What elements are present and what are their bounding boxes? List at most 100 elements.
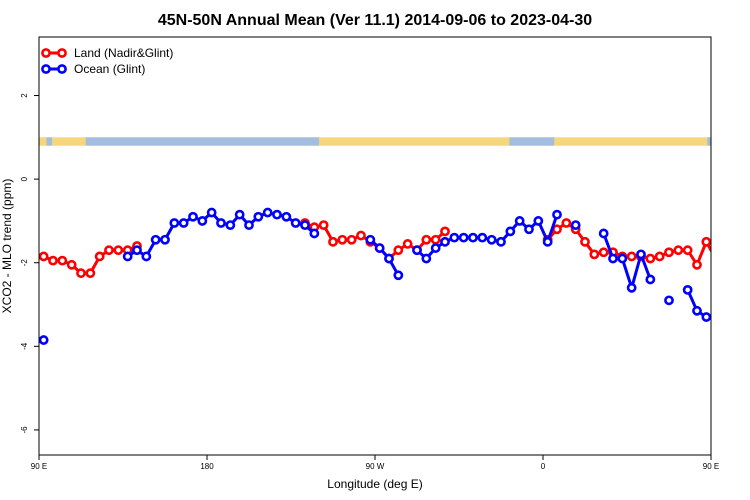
data-point: [440, 226, 450, 237]
legend: Land (Nadir&Glint) Ocean (Glint): [41, 46, 173, 76]
x-axis-label: Longitude (deg E): [327, 477, 422, 491]
data-point: [225, 220, 236, 230]
data-point: [514, 216, 525, 226]
data-point: [533, 216, 544, 226]
data-point: [673, 245, 684, 256]
data-point: [66, 259, 77, 270]
data-point: [430, 234, 441, 245]
data-point: [580, 236, 590, 247]
data-point: [710, 257, 711, 261]
x-tick-label: 0: [541, 462, 546, 471]
data-point: [617, 253, 628, 264]
data-point: [272, 209, 282, 220]
data-point: [682, 284, 693, 295]
y-tick-label: -4: [20, 342, 29, 350]
strip-ocean: [707, 137, 711, 146]
strip-ocean: [509, 137, 555, 146]
data-point: [552, 209, 562, 220]
legend-item-ocean: Ocean (Glint): [41, 62, 145, 76]
data-point: [645, 274, 656, 285]
data-point: [300, 220, 310, 230]
data-point: [216, 218, 226, 228]
data-point: [104, 245, 114, 256]
data-point: [412, 245, 422, 256]
data-point: [39, 251, 49, 262]
data-point: [365, 234, 376, 245]
data-point: [731, 257, 738, 264]
data-point: [664, 295, 674, 306]
data-point: [570, 220, 581, 230]
legend-item-land: Land (Nadir&Glint): [41, 46, 173, 60]
chart-title: 45N-50N Annual Mean (Ver 11.1) 2014-09-0…: [158, 12, 592, 29]
x-tick-label: 180: [200, 462, 214, 471]
data-point: [122, 251, 133, 262]
data-point: [337, 234, 348, 245]
y-axis: -6 -4 -2 0 2: [20, 93, 39, 434]
data-point: [94, 251, 105, 262]
data-point: [477, 232, 488, 243]
data-point: [76, 268, 86, 279]
strip-land: [39, 137, 711, 146]
data-point: [244, 220, 254, 230]
x-tick-label: 90 W: [366, 462, 385, 471]
data-point: [253, 211, 264, 222]
data-point: [654, 251, 665, 262]
data-point: [496, 236, 506, 247]
data-point: [393, 245, 404, 256]
y-tick-label: -6: [20, 426, 29, 434]
data-point: [197, 216, 208, 226]
data-point: [234, 209, 245, 220]
data-point: [636, 249, 646, 260]
data-point: [346, 234, 357, 245]
data-point: [356, 230, 366, 241]
data-point: [374, 243, 385, 253]
data-point: [290, 218, 301, 228]
data-point: [57, 255, 68, 266]
data-point: [626, 251, 637, 262]
data-point: [505, 226, 516, 237]
strip-ocean: [46, 137, 53, 146]
data-point: [150, 234, 161, 245]
data-point: [262, 207, 273, 218]
data-point: [113, 245, 124, 256]
x-tick-label: 90 E: [703, 462, 719, 471]
y-axis-label: XCO2 - MLO trend (ppm): [0, 179, 14, 314]
y-tick-label: 0: [20, 176, 29, 181]
data-point: [160, 234, 170, 245]
data-point: [542, 236, 553, 247]
data-point: [440, 236, 450, 247]
data-point: [468, 232, 478, 243]
y-tick-label: 2: [20, 93, 29, 98]
legend-marker: [41, 48, 51, 58]
y-tick-label: -2: [20, 259, 29, 267]
series-line: [369, 238, 400, 277]
data-point: [402, 239, 413, 249]
data-point: [132, 245, 142, 256]
data-point: [48, 255, 58, 266]
data-point: [486, 234, 497, 245]
data-point: [393, 270, 404, 281]
data-point: [552, 224, 562, 235]
data-point: [626, 282, 637, 293]
data-point: [598, 228, 609, 239]
data-point: [645, 253, 656, 264]
land-ocean-strip: [39, 137, 711, 146]
legend-marker: [57, 64, 67, 74]
data-point: [561, 218, 572, 228]
data-point: [430, 243, 441, 253]
data-point: [458, 232, 469, 243]
series-layer: [39, 207, 738, 345]
data-point: [169, 218, 180, 228]
data-point: [721, 257, 728, 264]
data-point: [721, 336, 728, 343]
data-point: [188, 211, 198, 222]
data-point: [692, 305, 702, 316]
data-point: [328, 236, 338, 247]
legend-label: Land (Nadir&Glint): [74, 46, 173, 60]
data-point: [608, 253, 618, 264]
data-point: [281, 211, 292, 222]
data-point: [206, 207, 217, 218]
legend-marker: [41, 64, 51, 74]
data-point: [524, 224, 534, 235]
x-axis: 90 E 180 90 W 0 90 E: [31, 455, 719, 471]
